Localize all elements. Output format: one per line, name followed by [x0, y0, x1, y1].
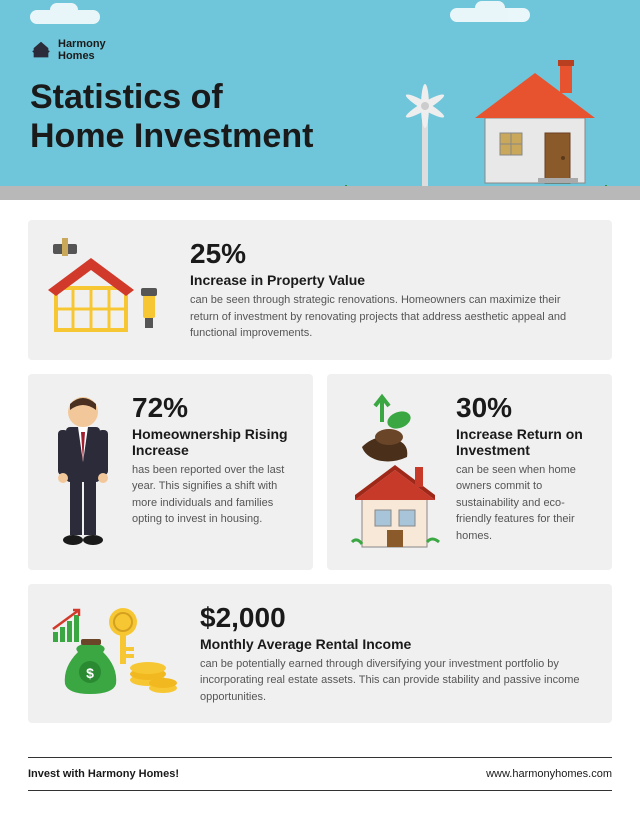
eco-house-icon — [347, 392, 442, 552]
stat-heading: Monthly Average Rental Income — [200, 636, 592, 652]
stat-heading: Homeownership Rising Increase — [132, 426, 293, 458]
footer: Invest with Harmony Homes! www.harmonyho… — [0, 747, 640, 811]
stat-card-rental-income: $ $2,000 Monthly Average Rental Income c… — [28, 584, 612, 724]
footer-tagline: Invest with Harmony Homes! — [28, 768, 179, 780]
stat-body: can be seen through strategic renovation… — [190, 292, 592, 342]
header: Harmony Homes Statistics of Home Investm… — [0, 0, 640, 200]
brand-name: Harmony Homes — [58, 38, 106, 62]
stat-body: has been reported over the last year. Th… — [132, 462, 293, 528]
page-title: Statistics of Home Investment — [30, 78, 313, 156]
logo-icon — [30, 39, 52, 61]
cloud-icon — [450, 8, 530, 22]
ground — [0, 186, 640, 200]
stat-card-roi: 30% Increase Return on Investment can be… — [327, 374, 612, 570]
money-icon: $ — [48, 602, 178, 697]
renovation-icon — [48, 238, 168, 333]
stat-body: can be potentially earned through divers… — [200, 656, 592, 706]
stat-value: 30% — [456, 392, 592, 424]
footer-url: www.harmonyhomes.com — [486, 768, 612, 780]
house-hero-icon — [460, 58, 610, 188]
person-icon — [48, 392, 118, 552]
stat-heading: Increase in Property Value — [190, 272, 592, 288]
brand-logo: Harmony Homes — [30, 38, 106, 62]
content: 25% Increase in Property Value can be se… — [0, 200, 640, 747]
stat-value: $2,000 — [200, 602, 592, 634]
stat-value: 25% — [190, 238, 592, 270]
cloud-icon — [30, 10, 100, 24]
stat-body: can be seen when home owners commit to s… — [456, 462, 592, 545]
stat-card-property-value: 25% Increase in Property Value can be se… — [28, 220, 612, 360]
stat-card-homeownership: 72% Homeownership Rising Increase has be… — [28, 374, 313, 570]
stat-value: 72% — [132, 392, 293, 424]
stat-heading: Increase Return on Investment — [456, 426, 592, 458]
svg-text:$: $ — [86, 665, 94, 681]
windmill-icon — [395, 76, 455, 186]
